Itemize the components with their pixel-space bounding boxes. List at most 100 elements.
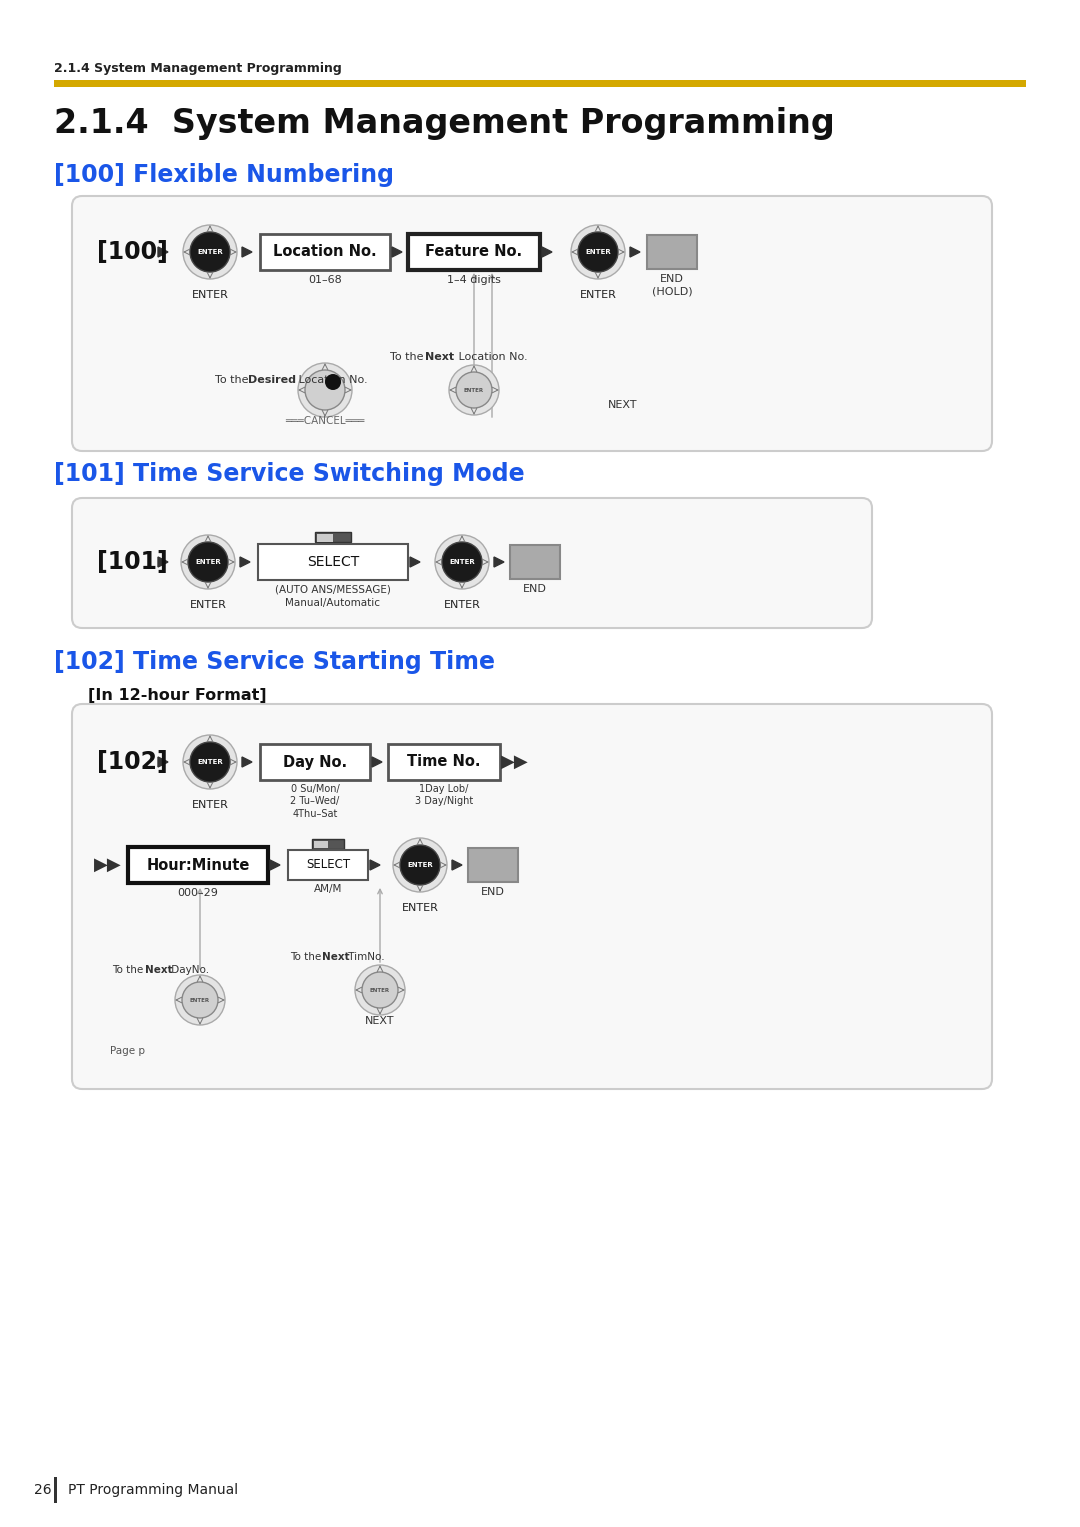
Polygon shape — [542, 247, 552, 257]
Circle shape — [325, 374, 341, 389]
Polygon shape — [630, 247, 640, 257]
Text: 26: 26 — [33, 1483, 52, 1496]
Bar — [314, 841, 328, 847]
Text: SELECT: SELECT — [306, 858, 350, 872]
Text: PT Programming Manual: PT Programming Manual — [68, 1483, 238, 1496]
Text: ENTER: ENTER — [191, 800, 229, 809]
Bar — [288, 851, 368, 880]
Bar — [318, 534, 333, 542]
Circle shape — [190, 742, 230, 782]
Text: 000–29: 000–29 — [177, 889, 218, 898]
Text: 2.1.4 System Management Programming: 2.1.4 System Management Programming — [54, 63, 341, 75]
Text: Next: Next — [145, 965, 173, 976]
Text: [102] Time Service Starting Time: [102] Time Service Starting Time — [54, 651, 495, 673]
Polygon shape — [270, 860, 280, 870]
Text: ENTER: ENTER — [402, 902, 438, 913]
Text: 1Day Lob/
3 Day/Night: 1Day Lob/ 3 Day/Night — [415, 783, 473, 806]
Circle shape — [571, 224, 625, 279]
Text: Desired: Desired — [248, 376, 296, 385]
Circle shape — [183, 982, 218, 1019]
Text: Feature No.: Feature No. — [426, 244, 523, 260]
Text: [101]: [101] — [97, 550, 167, 574]
Bar — [129, 847, 268, 883]
Circle shape — [435, 534, 489, 589]
Text: ▶▶: ▶▶ — [94, 857, 122, 873]
Text: ENTER: ENTER — [195, 559, 221, 565]
Circle shape — [298, 363, 352, 417]
Text: Location No.: Location No. — [273, 244, 377, 260]
Polygon shape — [372, 757, 382, 767]
Bar — [468, 847, 518, 883]
Circle shape — [578, 232, 618, 272]
Polygon shape — [392, 247, 402, 257]
Polygon shape — [242, 247, 252, 257]
Text: AM/M: AM/M — [314, 884, 342, 893]
Circle shape — [442, 542, 482, 582]
Polygon shape — [158, 247, 168, 257]
Bar — [408, 234, 540, 270]
Text: END
(HOLD): END (HOLD) — [651, 273, 692, 296]
Text: ═══CANCEL═══: ═══CANCEL═══ — [285, 415, 365, 426]
Text: DayNo.: DayNo. — [168, 965, 210, 976]
Text: ENTER: ENTER — [464, 388, 484, 392]
Polygon shape — [370, 860, 380, 870]
Bar — [510, 545, 561, 579]
Polygon shape — [158, 757, 168, 767]
Text: ENTER: ENTER — [198, 759, 222, 765]
Text: ENTER: ENTER — [449, 559, 475, 565]
Bar — [312, 838, 345, 849]
Text: To the: To the — [215, 376, 252, 385]
Text: END: END — [523, 583, 546, 594]
Circle shape — [355, 965, 405, 1015]
FancyBboxPatch shape — [72, 195, 993, 450]
Circle shape — [362, 973, 399, 1008]
Text: TimNo.: TimNo. — [345, 951, 384, 962]
Text: 01–68: 01–68 — [308, 275, 342, 286]
Text: Location No.: Location No. — [295, 376, 367, 385]
Circle shape — [183, 734, 237, 789]
Circle shape — [400, 844, 440, 886]
Text: 1–4 digits: 1–4 digits — [447, 275, 501, 286]
Circle shape — [175, 976, 225, 1025]
Text: Day No.: Day No. — [283, 754, 347, 770]
Text: ENTER: ENTER — [191, 290, 229, 299]
FancyBboxPatch shape — [72, 704, 993, 1089]
Text: [102]: [102] — [97, 750, 167, 774]
Text: To the: To the — [291, 951, 324, 962]
Polygon shape — [410, 557, 420, 567]
Text: ENTER: ENTER — [198, 249, 222, 255]
Circle shape — [181, 534, 235, 589]
Text: [In 12-hour Format]: [In 12-hour Format] — [87, 689, 267, 702]
Text: Hour:Minute: Hour:Minute — [146, 858, 249, 872]
Text: Time No.: Time No. — [407, 754, 481, 770]
Text: ENTER: ENTER — [580, 290, 617, 299]
Polygon shape — [158, 557, 168, 567]
Text: (AUTO ANS/MESSAGE): (AUTO ANS/MESSAGE) — [275, 583, 391, 594]
Text: 2.1.4  System Management Programming: 2.1.4 System Management Programming — [54, 107, 835, 140]
Text: ENTER: ENTER — [444, 600, 481, 609]
Circle shape — [456, 373, 492, 408]
Text: Location No.: Location No. — [455, 353, 528, 362]
Text: [100] Flexible Numbering: [100] Flexible Numbering — [54, 163, 394, 186]
Text: ENTER: ENTER — [370, 988, 390, 993]
Text: Manual/Automatic: Manual/Automatic — [285, 599, 380, 608]
Bar — [647, 235, 697, 269]
Text: ENTER: ENTER — [190, 600, 227, 609]
Text: To the: To the — [112, 965, 147, 976]
Bar — [388, 744, 500, 780]
Polygon shape — [242, 757, 252, 767]
Bar — [54, 79, 1026, 87]
Circle shape — [188, 542, 228, 582]
Polygon shape — [453, 860, 462, 870]
Bar — [54, 1477, 57, 1503]
Text: ENTER: ENTER — [190, 997, 211, 1003]
Text: NEXT: NEXT — [365, 1015, 395, 1026]
Text: Next: Next — [426, 353, 454, 362]
Text: SELECT: SELECT — [307, 554, 360, 570]
Circle shape — [393, 838, 447, 892]
Text: Next: Next — [322, 951, 350, 962]
Text: [101] Time Service Switching Mode: [101] Time Service Switching Mode — [54, 463, 525, 486]
Circle shape — [183, 224, 237, 279]
Text: To the: To the — [390, 353, 427, 362]
Text: ENTER: ENTER — [407, 863, 433, 867]
